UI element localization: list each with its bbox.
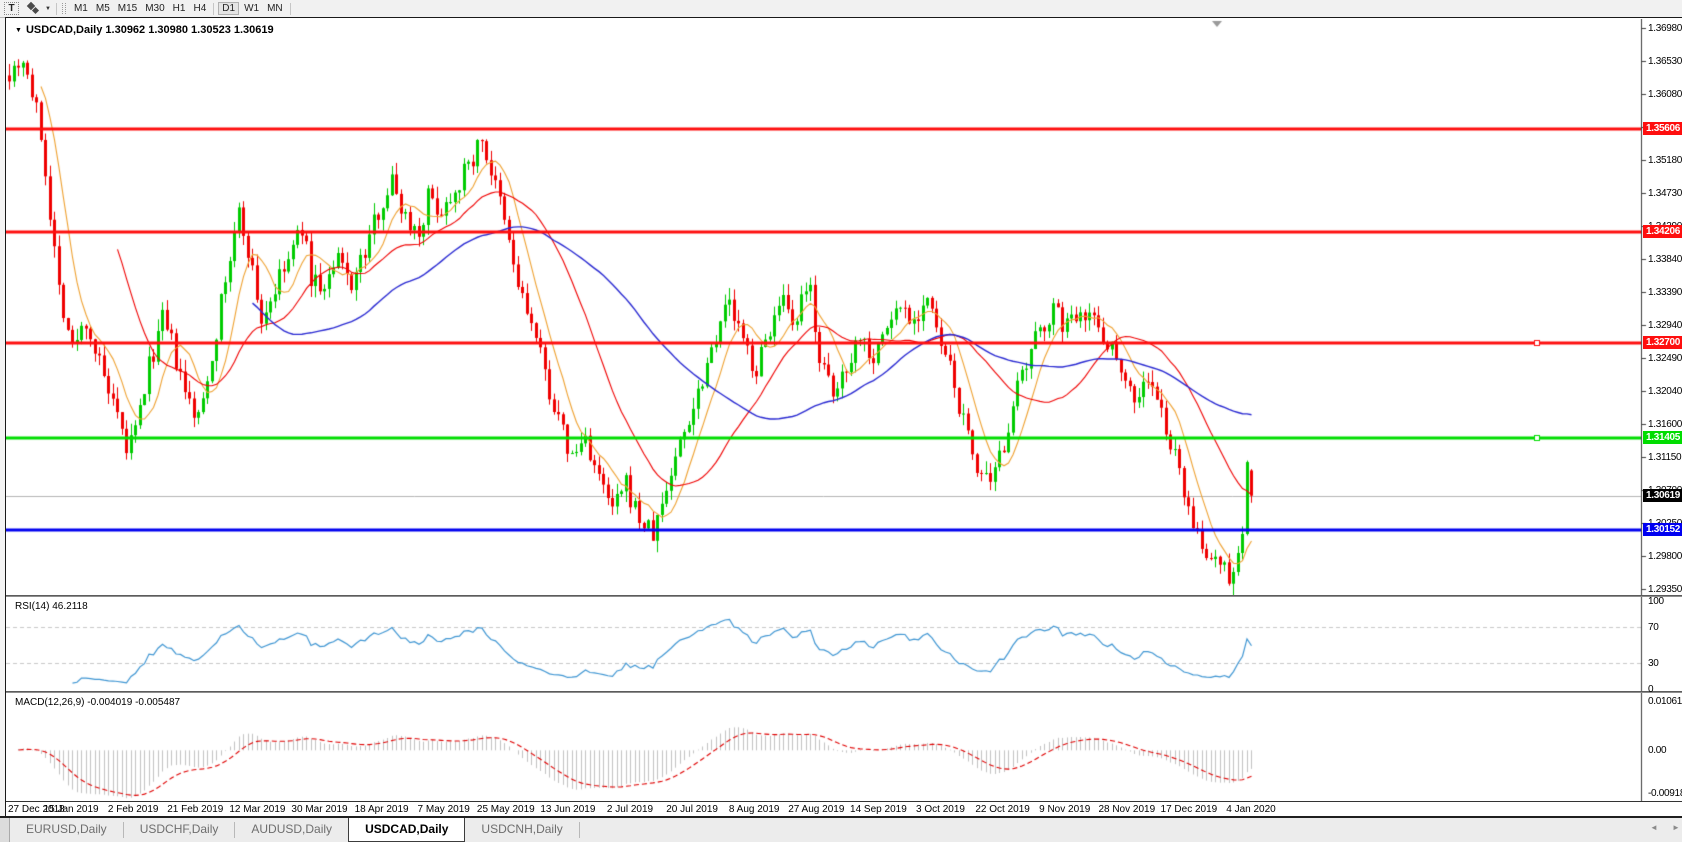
chart-title: ▼ USDCAD,Daily 1.30962 1.30980 1.30523 1.…: [15, 24, 274, 36]
hline-price-label: 1.31405: [1643, 430, 1682, 444]
rsi-indicator-label: RSI(14) 46.2118: [15, 601, 88, 612]
price-tick-label: 1.29800: [1648, 550, 1682, 562]
timeframe-button-mn[interactable]: MN: [264, 2, 286, 15]
date-tick-label: 3 Oct 2019: [916, 804, 965, 815]
price-tick-label: 1.31600: [1648, 418, 1682, 430]
date-tick-label: 2 Feb 2019: [107, 804, 159, 815]
macd-tick-label: -0.00918: [1648, 788, 1682, 799]
price-tick-label: 1.29350: [1648, 584, 1682, 595]
date-tick-label: 4 Jan 2020: [1226, 804, 1276, 815]
price-tick-label: 1.34730: [1648, 188, 1682, 200]
rsi-indicator-canvas[interactable]: [6, 597, 1682, 691]
time-axis: 27 Dec 2018 15 Jan 2019 2 Feb 2019 21 Feb 2…: [6, 801, 1682, 818]
timeframe-button-m30[interactable]: M30: [142, 2, 167, 15]
symbol-dropdown-icon[interactable]: ▼: [15, 27, 22, 34]
chart-tab-eurusd[interactable]: EURUSD,Daily: [26, 822, 107, 836]
date-tick-label: 17 Dec 2019: [1160, 804, 1218, 815]
tab-separator: [234, 822, 236, 838]
timeframe-button-h1[interactable]: H1: [170, 2, 189, 15]
toolbar-grip: [61, 3, 66, 14]
date-tick-label: 12 Mar 2019: [229, 804, 286, 815]
date-tick-label: 9 Nov 2019: [1039, 804, 1091, 815]
chart-arrange-icon[interactable]: [26, 1, 41, 15]
macd-tick-label: 0.00: [1648, 745, 1667, 757]
date-tick-label: 21 Feb 2019: [167, 804, 224, 815]
date-tick-label: 15 Jan 2019: [43, 804, 99, 815]
timeframe-button-d1[interactable]: D1: [218, 2, 240, 15]
price-tick-label: 1.32940: [1648, 320, 1682, 332]
tab-separator: [122, 822, 124, 838]
chart-window: ▼ USDCAD,Daily 1.30962 1.30980 1.30523 1.…: [5, 17, 1682, 818]
date-tick-label: 2 Jul 2019: [606, 804, 654, 815]
chart-symbol-label: USDCAD,Daily: [25, 24, 103, 36]
price-tick-label: 1.36980: [1648, 23, 1682, 34]
panel-separator[interactable]: [6, 595, 1682, 597]
tab-scroll-left-button[interactable]: ◄: [1650, 823, 1658, 832]
date-tick-label: 27 Aug 2019: [788, 804, 845, 815]
toolbar-separator: [55, 2, 57, 15]
chart-ohlc-readout: 1.30962 1.30980 1.30523 1.30619: [105, 24, 274, 36]
price-tick-label: 1.32490: [1648, 353, 1682, 365]
date-tick-label: 8 Aug 2019: [728, 804, 780, 815]
date-tick-label: 22 Oct 2019: [975, 804, 1030, 815]
macd-indicator-label: MACD(12,26,9) -0.004019 -0.005487: [15, 697, 181, 708]
price-tick-label: 1.36530: [1648, 56, 1682, 68]
date-tick-label: 18 Apr 2019: [354, 804, 409, 815]
timeframe-button-m5[interactable]: M5: [93, 2, 113, 15]
date-tick-label: 7 May 2019: [417, 804, 470, 815]
rsi-tick-label: 30: [1648, 657, 1659, 669]
rsi-tick-label: 0: [1648, 684, 1654, 695]
toolbar: T ▼ M1 M5 M15 M30 H1 H4 D1 W1 MN: [0, 0, 1682, 18]
text-tool-button[interactable]: T: [4, 2, 19, 15]
dropdown-caret-icon[interactable]: ▼: [45, 5, 51, 12]
hline-price-label: 1.30152: [1643, 523, 1682, 537]
main-price-chart-canvas[interactable]: [6, 19, 1682, 595]
timeframe-button-m15[interactable]: M15: [115, 2, 140, 15]
chart-tab-usdcnh[interactable]: USDCNH,Daily: [481, 822, 563, 836]
date-tick-label: 28 Nov 2019: [1098, 804, 1156, 815]
tab-separator: [578, 822, 580, 838]
timeframe-toolbar: M1 M5 M15 M30 H1 H4 D1 W1 MN: [70, 2, 294, 15]
date-tick-label: 27 Dec 2018: [8, 804, 65, 815]
timeframe-button-m1[interactable]: M1: [71, 2, 91, 15]
price-tick-label: 1.36080: [1648, 89, 1682, 101]
timeframe-button-w1[interactable]: W1: [241, 2, 262, 15]
rsi-tick-label: 70: [1648, 622, 1659, 634]
price-tick-label: 1.33390: [1648, 286, 1682, 298]
price-tick-label: 1.31150: [1648, 451, 1682, 463]
date-tick-label: 14 Sep 2019: [850, 804, 907, 815]
hline-price-label: 1.34206: [1643, 224, 1682, 238]
date-tick-label: 25 May 2019: [476, 804, 535, 815]
current-price-label: 1.30619: [1643, 488, 1682, 502]
rsi-tick-label: 100: [1648, 596, 1664, 607]
tab-scroll-right-button[interactable]: ►: [1672, 823, 1680, 832]
hline-price-label: 1.35606: [1643, 122, 1682, 136]
date-tick-label: 30 Mar 2019: [291, 804, 348, 815]
price-tick-label: 1.35180: [1648, 155, 1682, 167]
date-tick-label: 20 Jul 2019: [666, 804, 718, 815]
chart-tab-audusd[interactable]: AUDUSD,Daily: [251, 822, 333, 836]
tabbar-corner: [0, 818, 10, 842]
macd-tick-label: 0.010615: [1648, 696, 1682, 707]
hline-price-label: 1.32700: [1643, 335, 1682, 349]
price-tick-label: 1.32040: [1648, 386, 1682, 398]
date-tick-label: 13 Jun 2019: [540, 804, 596, 815]
price-tick-label: 1.33840: [1648, 253, 1682, 265]
macd-indicator-canvas[interactable]: [6, 693, 1682, 801]
timeframe-button-h4[interactable]: H4: [190, 2, 209, 15]
chart-tab-bar: EURUSD,Daily USDCHF,Daily AUDUSD,Daily USDC…: [0, 816, 1682, 842]
panel-separator[interactable]: [6, 691, 1682, 693]
chart-tab-usdchf[interactable]: USDCHF,Daily: [139, 822, 219, 836]
chart-tab-usdcad[interactable]: USDCAD,Daily: [348, 818, 466, 842]
